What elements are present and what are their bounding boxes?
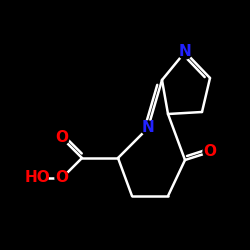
Circle shape <box>28 168 48 188</box>
Circle shape <box>55 131 69 145</box>
Text: O: O <box>56 170 68 186</box>
Text: N: N <box>142 120 154 136</box>
Circle shape <box>203 145 217 159</box>
Circle shape <box>178 45 192 59</box>
Text: N: N <box>178 44 192 60</box>
Text: O: O <box>56 130 68 146</box>
Circle shape <box>141 121 155 135</box>
Circle shape <box>55 171 69 185</box>
Text: O: O <box>204 144 216 160</box>
Text: HO: HO <box>25 170 51 186</box>
